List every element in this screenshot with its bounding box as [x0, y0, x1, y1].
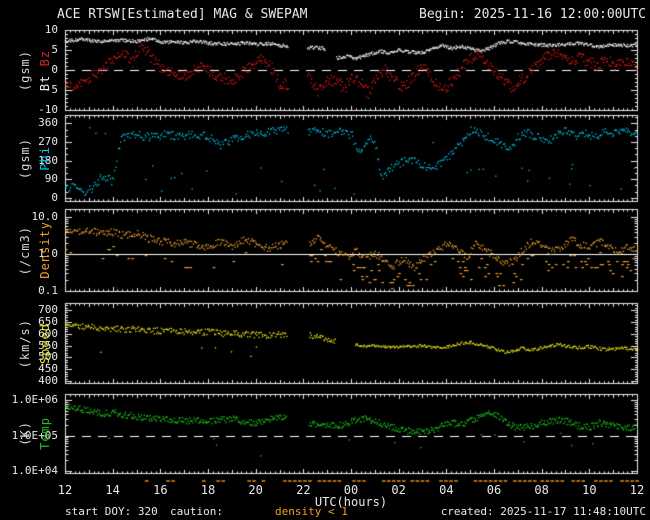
y-tick-label: 5 — [51, 43, 58, 56]
x-tick-label: 06 — [486, 483, 502, 497]
y-tick-label: 1.0E+05 — [11, 428, 58, 442]
begin-timestamp: Begin: 2025-11-16 12:00:00UTC — [419, 7, 646, 22]
caution-label: caution: — [170, 505, 223, 518]
x-tick-label: 14 — [105, 483, 120, 497]
page-title: ACE RTSW[Estimated] MAG & SWEPAM — [57, 7, 308, 22]
y-axis-name-temp: Temp — [38, 417, 52, 450]
y-axis-unit-phi: (gsm) — [18, 137, 32, 179]
y-axis-name-part: Speed — [38, 322, 52, 364]
x-tick-label: 00 — [343, 483, 359, 497]
x-tick-label: 18 — [200, 483, 216, 497]
y-tick-label: 1.0E+06 — [11, 393, 58, 407]
x-axis-label: UTC(hours) — [314, 495, 388, 509]
y-tick-label: 90 — [44, 172, 58, 186]
y-axis-unit-temp: (K) — [18, 421, 32, 446]
x-tick-label: 02 — [391, 483, 406, 497]
y-tick-label: 700 — [38, 303, 58, 317]
y-tick-label: 1.0E+04 — [11, 464, 58, 478]
y-axis-name-part: Temp — [38, 417, 52, 450]
start-doy-label: start DOY: 320 — [65, 505, 158, 518]
y-axis-name-density: Density — [38, 221, 52, 279]
y-tick-label: 550 — [38, 338, 58, 352]
y-axis-name-speed: Speed — [38, 323, 52, 364]
caution-value: density < 1 — [275, 505, 348, 518]
x-tick-label: 12 — [629, 483, 645, 497]
y-tick-label: 1.0 — [38, 247, 58, 261]
x-tick-label: 16 — [153, 483, 168, 497]
y-tick-label: 180 — [38, 153, 58, 167]
x-tick-label: 20 — [248, 483, 263, 497]
x-tick-label: 22 — [296, 483, 311, 497]
y-tick-label: -10 — [38, 103, 58, 116]
y-tick-label: 360 — [38, 116, 58, 130]
y-axis-unit-bt-bz: (gsm) — [18, 49, 32, 91]
y-tick-label: 270 — [38, 134, 58, 148]
y-tick-label: 650 — [38, 314, 58, 328]
x-tick-label: 04 — [439, 483, 454, 497]
y-tick-label: 400 — [38, 374, 58, 388]
y-axis-name-part: Phi — [38, 145, 52, 171]
y-tick-label: 10 — [44, 23, 58, 36]
y-axis-name-part: Bz — [38, 49, 52, 66]
y-tick-label: 0 — [51, 190, 58, 204]
y-axis-name-phi: Phi — [38, 146, 52, 171]
y-axis-unit-density: (/cm3) — [18, 225, 32, 275]
y-tick-label: 0 — [51, 63, 58, 76]
y-tick-label: 10.0 — [31, 210, 59, 224]
x-tick-label: 12 — [57, 483, 73, 497]
x-tick-label: 10 — [582, 483, 597, 497]
y-axis-unit-speed: (km/s) — [18, 318, 32, 368]
created-timestamp: created: 2025-11-17 11:48:10UTC — [440, 505, 646, 518]
y-axis-name-part: Density — [38, 221, 52, 279]
y-tick-label: 450 — [38, 362, 58, 376]
y-axis-name-part: Bt — [38, 65, 52, 91]
y-tick-label: 500 — [38, 350, 58, 364]
x-tick-label: 08 — [534, 483, 549, 497]
y-tick-label: -5 — [44, 83, 58, 96]
y-axis-name-bt-bz: Bt Bz — [38, 50, 52, 91]
y-tick-label: 600 — [38, 326, 58, 340]
y-tick-label: 0.1 — [38, 284, 58, 297]
